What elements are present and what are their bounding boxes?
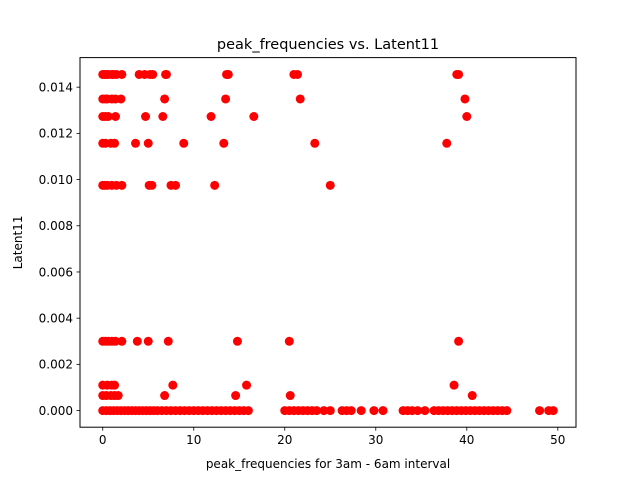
data-point bbox=[160, 94, 170, 104]
y-tick-label: 0.008 bbox=[39, 219, 73, 233]
data-point bbox=[420, 406, 430, 416]
data-point bbox=[249, 112, 259, 122]
data-point bbox=[285, 391, 295, 401]
data-point bbox=[147, 180, 157, 190]
y-tick-label: 0.002 bbox=[39, 358, 73, 372]
data-point bbox=[117, 336, 127, 346]
data-point bbox=[163, 336, 173, 346]
data-point bbox=[103, 112, 113, 122]
y-tick-label: 0.000 bbox=[39, 404, 73, 418]
data-point bbox=[143, 336, 153, 346]
data-point bbox=[454, 336, 464, 346]
data-point bbox=[168, 380, 178, 390]
data-point bbox=[219, 138, 229, 148]
x-tick-label: 40 bbox=[459, 433, 474, 447]
x-tick-label: 50 bbox=[550, 433, 565, 447]
data-point bbox=[117, 69, 127, 79]
plot-frame bbox=[79, 57, 577, 428]
data-point bbox=[116, 94, 126, 104]
data-points bbox=[98, 69, 558, 416]
data-point bbox=[232, 336, 242, 346]
data-point bbox=[113, 391, 123, 401]
chart-title: peak_frequencies vs. Latent11 bbox=[217, 37, 439, 53]
data-point bbox=[462, 112, 472, 122]
data-point bbox=[325, 406, 335, 416]
data-point bbox=[223, 69, 233, 79]
x-tick-label: 30 bbox=[368, 433, 383, 447]
data-point bbox=[242, 380, 252, 390]
data-point bbox=[179, 138, 189, 148]
data-point bbox=[117, 180, 127, 190]
data-point bbox=[356, 406, 366, 416]
y-tick-label: 0.004 bbox=[39, 311, 73, 325]
data-point bbox=[449, 380, 459, 390]
data-point bbox=[110, 112, 120, 122]
data-point bbox=[293, 69, 303, 79]
data-point bbox=[310, 138, 320, 148]
data-point bbox=[143, 138, 153, 148]
data-point bbox=[369, 406, 379, 416]
data-point bbox=[312, 406, 322, 416]
x-tick-label: 0 bbox=[99, 433, 107, 447]
data-point bbox=[325, 180, 335, 190]
x-tick-label: 10 bbox=[186, 433, 201, 447]
data-point bbox=[378, 406, 388, 416]
y-tick-label: 0.012 bbox=[39, 127, 73, 141]
data-point bbox=[231, 391, 241, 401]
data-point bbox=[110, 336, 120, 346]
axes: 0 10 20 30 40 50 0.000 0.002 0.004 0.006 0.008 0.01… bbox=[39, 80, 566, 447]
y-tick-label: 0.010 bbox=[39, 173, 73, 187]
data-point bbox=[131, 138, 141, 148]
data-point bbox=[467, 391, 477, 401]
y-axis-label: Latent11 bbox=[11, 216, 25, 270]
data-point bbox=[460, 94, 470, 104]
data-point bbox=[171, 180, 181, 190]
y-tick-label: 0.014 bbox=[39, 80, 73, 94]
data-point bbox=[413, 406, 423, 416]
data-point bbox=[502, 406, 512, 416]
data-point bbox=[454, 69, 464, 79]
data-point bbox=[210, 180, 220, 190]
y-tick-label: 0.006 bbox=[39, 265, 73, 279]
data-point bbox=[295, 94, 305, 104]
data-point bbox=[161, 69, 171, 79]
data-point bbox=[158, 112, 168, 122]
data-point bbox=[319, 406, 329, 416]
data-point bbox=[132, 336, 142, 346]
data-point bbox=[206, 112, 216, 122]
data-point bbox=[110, 138, 120, 148]
x-tick-label: 20 bbox=[277, 433, 292, 447]
data-point bbox=[243, 406, 253, 416]
data-point bbox=[284, 336, 294, 346]
data-point bbox=[148, 69, 158, 79]
data-point bbox=[141, 112, 151, 122]
data-point bbox=[442, 138, 452, 148]
data-point bbox=[160, 391, 170, 401]
data-point bbox=[346, 406, 356, 416]
data-point bbox=[535, 406, 545, 416]
x-axis-label: peak_frequencies for 3am - 6am interval bbox=[206, 457, 450, 471]
data-point bbox=[221, 94, 231, 104]
data-point bbox=[548, 406, 558, 416]
data-point bbox=[110, 380, 120, 390]
